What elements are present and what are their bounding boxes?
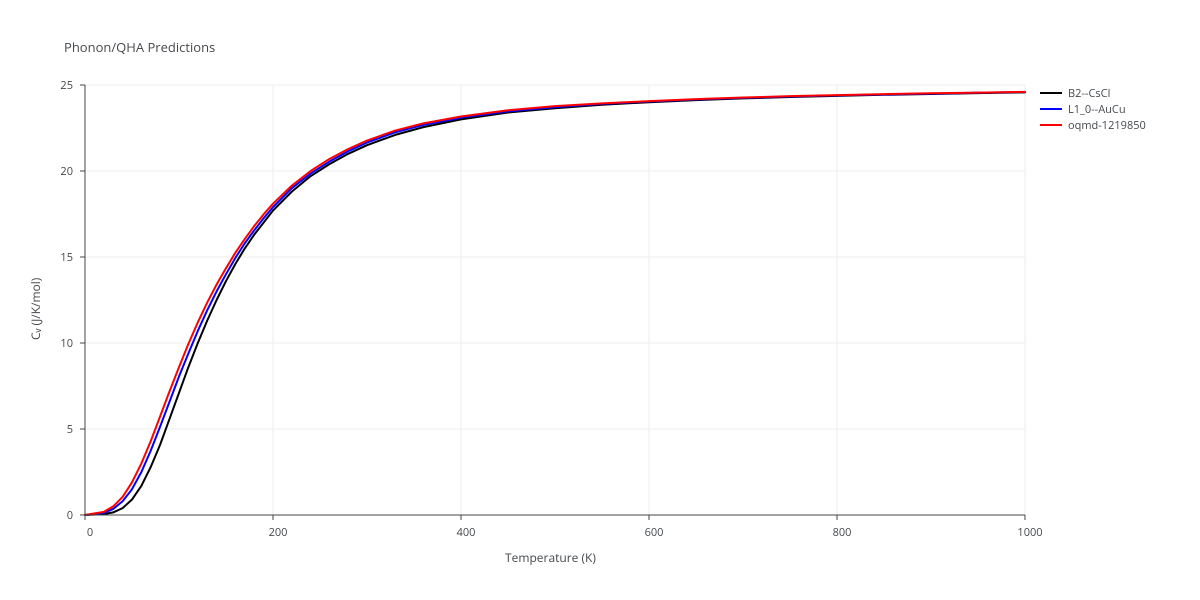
legend: B2--CsClL1_0--AuCuoqmd-1219850 — [1040, 85, 1146, 133]
x-tick-label: 400 — [451, 525, 481, 540]
legend-item[interactable]: B2--CsCl — [1040, 85, 1146, 101]
series-line — [85, 92, 1025, 515]
y-tick-label: 20 — [60, 164, 73, 179]
legend-item[interactable]: L1_0--AuCu — [1040, 101, 1146, 117]
x-tick-label: 200 — [263, 525, 293, 540]
series-line — [85, 92, 1025, 515]
legend-swatch — [1040, 108, 1062, 110]
y-tick-label: 25 — [60, 78, 73, 93]
y-tick-label: 5 — [67, 422, 73, 437]
y-tick-label: 15 — [60, 250, 73, 265]
y-tick-label: 10 — [60, 336, 73, 351]
plot-area — [65, 65, 1045, 535]
x-axis-label: Temperature (K) — [505, 549, 596, 566]
chart-container: { "chart": { "type": "line", "title": "P… — [0, 0, 1200, 600]
legend-swatch — [1040, 92, 1062, 94]
y-axis-label: Cᵥ (J/K/mol) — [27, 278, 44, 340]
legend-swatch — [1040, 124, 1062, 126]
x-tick-label: 0 — [75, 525, 105, 540]
legend-label: oqmd-1219850 — [1068, 118, 1146, 133]
legend-label: B2--CsCl — [1068, 86, 1110, 101]
chart-title: Phonon/QHA Predictions — [64, 38, 215, 56]
series-line — [85, 92, 1025, 515]
x-tick-label: 600 — [639, 525, 669, 540]
x-tick-label: 1000 — [1015, 525, 1045, 540]
legend-item[interactable]: oqmd-1219850 — [1040, 117, 1146, 133]
legend-label: L1_0--AuCu — [1068, 102, 1126, 117]
x-tick-label: 800 — [827, 525, 857, 540]
y-tick-label: 0 — [67, 508, 73, 523]
